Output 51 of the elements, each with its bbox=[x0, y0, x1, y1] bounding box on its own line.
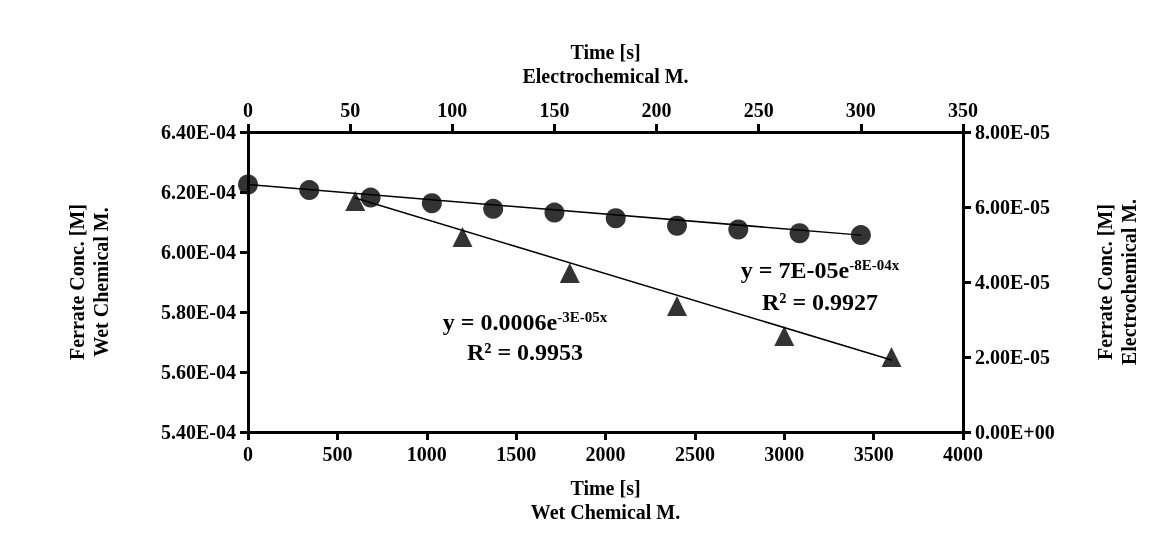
y-tick-label: 5.40E-04 bbox=[161, 421, 236, 443]
y-tick-label: 6.40E-04 bbox=[161, 121, 236, 143]
x-tick-label: 1500 bbox=[496, 443, 537, 465]
x-tick-label: 150 bbox=[539, 99, 570, 121]
point bbox=[667, 215, 687, 236]
point bbox=[774, 326, 795, 346]
x-tick-label: 100 bbox=[437, 99, 468, 121]
y-tick-label: 5.80E-04 bbox=[161, 301, 236, 323]
x-tick-label: 3000 bbox=[764, 443, 805, 465]
x-axis-title: Time [s] Wet Chemical M. bbox=[530, 477, 681, 523]
y-tick-label: 2.00E-05 bbox=[975, 346, 1050, 368]
x-axis-title: Time [s] Electrochemical M. bbox=[522, 41, 689, 87]
point bbox=[605, 208, 626, 229]
y-tick-label: 4.00E-05 bbox=[975, 271, 1050, 293]
point bbox=[483, 198, 504, 219]
point bbox=[728, 219, 749, 240]
annotation: R² = 0.9927 bbox=[761, 289, 879, 315]
point bbox=[850, 225, 871, 246]
point bbox=[360, 187, 381, 208]
point bbox=[789, 223, 810, 244]
y-tick-label: 6.00E-04 bbox=[161, 241, 236, 263]
x-tick-label: 200 bbox=[641, 99, 672, 121]
x-tick-label: 4000 bbox=[943, 443, 983, 465]
x-tick-label: 1000 bbox=[406, 443, 447, 465]
point bbox=[238, 174, 258, 195]
point bbox=[345, 191, 366, 211]
point bbox=[881, 347, 902, 367]
x-tick-label: 350 bbox=[948, 99, 978, 121]
point bbox=[421, 193, 442, 214]
x-tick-label: 500 bbox=[322, 443, 353, 465]
y-tick-label: 6.00E-05 bbox=[975, 196, 1050, 218]
point bbox=[559, 263, 580, 283]
y-axis-title: Ferrate Conc. [M] Electrochemical M. bbox=[1094, 198, 1140, 366]
y-tick-label: 5.60E-04 bbox=[161, 361, 236, 383]
point bbox=[299, 180, 320, 201]
point bbox=[452, 227, 473, 247]
x-tick-label: 50 bbox=[340, 99, 361, 121]
x-tick-label: 2000 bbox=[585, 443, 626, 465]
point bbox=[667, 296, 687, 316]
x-tick-label: 0 bbox=[243, 99, 253, 121]
point bbox=[544, 202, 565, 223]
y-tick-label: 8.00E-05 bbox=[975, 121, 1050, 143]
y-axis-title: Ferrate Conc. [M] Wet Chemical M. bbox=[66, 203, 112, 361]
x-tick-label: 0 bbox=[243, 443, 253, 465]
y-tick-label: 0.00E+00 bbox=[975, 421, 1055, 443]
y-tick-label: 6.20E-04 bbox=[161, 181, 236, 203]
annotation: R² = 0.9953 bbox=[466, 339, 584, 365]
x-tick-label: 2500 bbox=[674, 443, 715, 465]
x-tick-label: 3500 bbox=[853, 443, 894, 465]
x-tick-label: 250 bbox=[743, 99, 774, 121]
x-tick-label: 300 bbox=[845, 99, 876, 121]
